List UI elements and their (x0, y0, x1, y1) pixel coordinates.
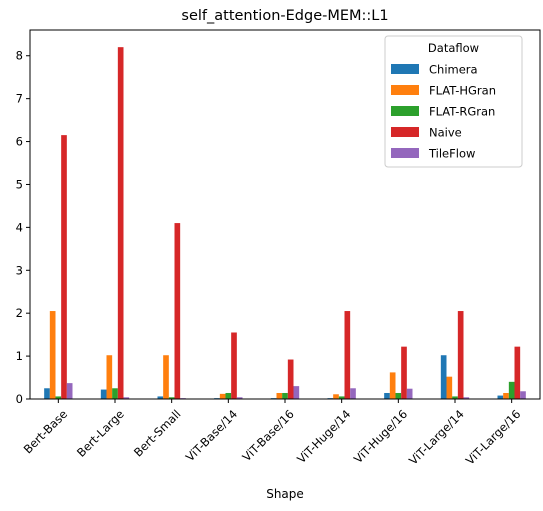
bar (463, 397, 470, 399)
bar (231, 332, 237, 399)
y-tick-label: 8 (16, 49, 23, 63)
legend-swatch (391, 148, 419, 158)
legend-swatch (391, 85, 419, 95)
y-axis: 0 1 2 3 4 5 6 7 8 (16, 49, 30, 406)
bar (123, 397, 130, 399)
bar (497, 395, 504, 399)
bar (100, 389, 107, 399)
bar (66, 383, 73, 399)
bar (457, 311, 464, 399)
bar (508, 381, 515, 399)
legend-title: Dataflow (428, 41, 479, 55)
bar (389, 372, 396, 399)
bar (446, 376, 453, 399)
bar (514, 346, 521, 399)
x-axis: Bert-Base Bert-Large Bert-Small ViT-Base/14… (21, 399, 524, 468)
bar (395, 392, 402, 399)
bar (333, 394, 339, 399)
bar (236, 397, 243, 399)
bar (168, 397, 175, 399)
bars-group (44, 47, 526, 400)
bar (344, 311, 351, 399)
y-tick-label: 6 (16, 135, 23, 149)
bar (112, 388, 118, 399)
bar (401, 346, 407, 399)
bar (503, 392, 509, 399)
bar (106, 355, 113, 399)
x-tick-label: ViT-Huge/16 (351, 407, 410, 466)
bar (219, 393, 226, 399)
legend-label: FLAT-HGran (429, 84, 496, 98)
bar (55, 396, 62, 399)
legend-box (384, 35, 523, 168)
bar (338, 396, 345, 399)
legend-label: TileFlow (428, 147, 475, 161)
bar (174, 223, 181, 399)
bar (163, 355, 169, 399)
legend-swatch (391, 106, 419, 116)
x-tick-label: ViT-Huge/14 (294, 407, 353, 466)
legend-label: FLAT-RGran (429, 105, 495, 119)
y-tick-label: 3 (16, 263, 23, 277)
bar (282, 392, 288, 399)
y-tick-label: 5 (16, 177, 23, 191)
bar (276, 392, 283, 399)
bar (520, 391, 526, 399)
bar (293, 386, 300, 399)
y-tick-label: 1 (16, 349, 23, 363)
x-tick-label: ViT-Base/14 (183, 407, 240, 464)
bar (287, 359, 294, 399)
bar (440, 355, 447, 399)
bar (49, 311, 56, 399)
legend: Dataflow Chimera FLAT-HGran FLAT-RGran Naive… (384, 35, 523, 168)
chart-title: self_attention-Edge-MEM::L1 (181, 8, 388, 24)
bar (452, 396, 458, 399)
bar (384, 392, 390, 399)
bar (225, 392, 232, 399)
y-tick-label: 7 (16, 92, 23, 106)
x-tick-label: ViT-Large/16 (463, 407, 524, 468)
legend-label: Naive (429, 126, 462, 140)
bar (61, 135, 67, 400)
bar (117, 47, 124, 400)
x-tick-label: ViT-Base/16 (240, 407, 297, 464)
x-tick-label: ViT-Large/14 (406, 407, 467, 468)
bar (44, 388, 50, 399)
x-axis-label: Shape (266, 487, 304, 501)
legend-swatch (391, 64, 419, 74)
y-tick-label: 4 (16, 220, 23, 234)
legend-label: Chimera (429, 63, 478, 77)
legend-swatch (391, 127, 419, 137)
x-tick-label: Bert-Small (131, 407, 184, 460)
x-tick-label: Bert-Base (21, 407, 70, 456)
y-tick-label: 2 (16, 306, 23, 320)
bar (406, 388, 413, 399)
bar (157, 396, 164, 399)
y-tick-label: 0 (16, 392, 23, 406)
bar (350, 388, 356, 399)
x-tick-label: Bert-Large (74, 407, 127, 460)
